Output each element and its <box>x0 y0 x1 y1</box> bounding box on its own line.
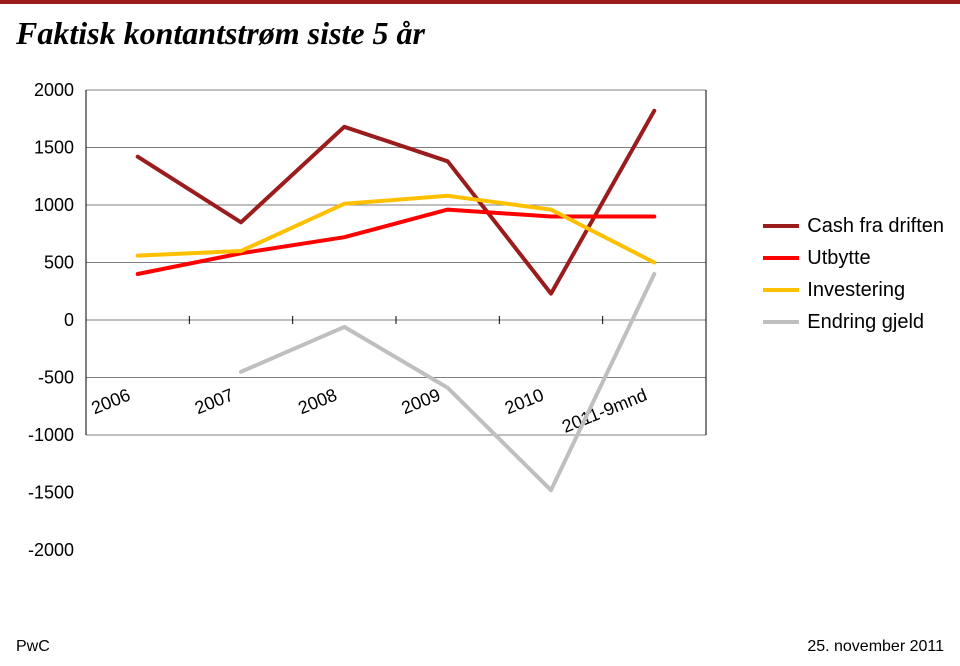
svg-text:2006: 2006 <box>89 385 134 419</box>
svg-text:2007: 2007 <box>192 385 237 419</box>
legend-label: Utbytte <box>807 247 870 270</box>
svg-text:2009: 2009 <box>399 385 444 419</box>
slide-title: Faktisk kontantstrøm siste 5 år <box>16 15 425 52</box>
footer-left: PwC <box>16 638 50 656</box>
chart-svg: 2000 1500 1000 500 0 -500 -1000 -1500 -2000 2006 2… <box>16 80 944 600</box>
legend-item: Investering <box>763 274 944 306</box>
legend-item: Endring gjeld <box>763 306 944 338</box>
svg-text:-1500: -1500 <box>28 483 74 503</box>
legend-swatch <box>763 288 799 292</box>
svg-text:1000: 1000 <box>34 195 74 215</box>
legend-label: Endring gjeld <box>807 311 924 334</box>
svg-text:0: 0 <box>64 310 74 330</box>
svg-text:2008: 2008 <box>295 385 340 419</box>
legend-item: Utbytte <box>763 242 944 274</box>
legend-label: Cash fra driften <box>807 215 944 238</box>
legend-swatch <box>763 224 799 228</box>
svg-text:2010: 2010 <box>502 385 547 419</box>
legend-label: Investering <box>807 279 905 302</box>
svg-text:2011-9mnd: 2011-9mnd <box>559 385 650 437</box>
svg-text:-500: -500 <box>38 368 74 388</box>
svg-text:1500: 1500 <box>34 138 74 158</box>
svg-text:-1000: -1000 <box>28 425 74 445</box>
legend-item: Cash fra driften <box>763 210 944 242</box>
slide-top-rule <box>0 0 960 4</box>
svg-text:500: 500 <box>44 253 74 273</box>
svg-text:-2000: -2000 <box>28 540 74 560</box>
line-chart: 2000 1500 1000 500 0 -500 -1000 -1500 -2000 2006 2… <box>16 80 944 600</box>
chart-legend: Cash fra driften Utbytte Investering Endrin… <box>763 210 944 338</box>
legend-swatch <box>763 320 799 324</box>
footer-right: 25. november 2011 <box>807 638 944 656</box>
legend-swatch <box>763 256 799 260</box>
svg-text:2000: 2000 <box>34 80 74 100</box>
